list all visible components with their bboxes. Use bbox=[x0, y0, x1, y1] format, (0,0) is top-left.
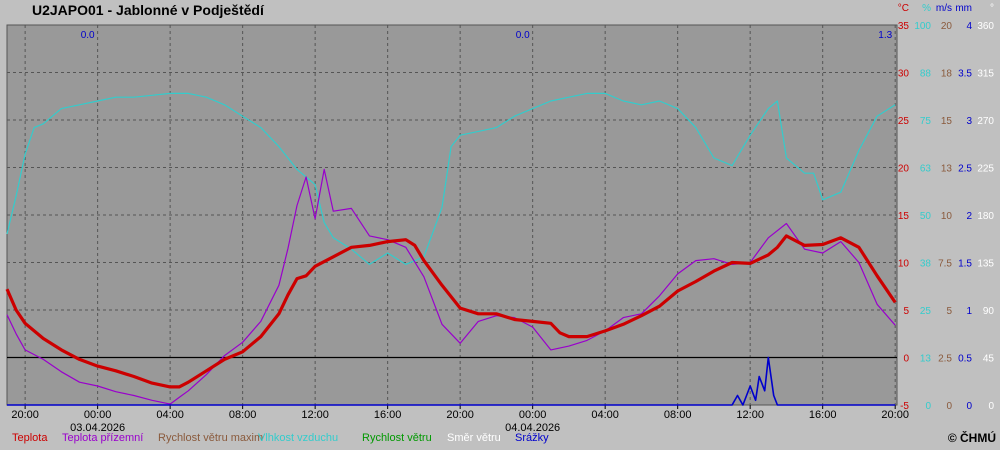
date-label: 03.04.2026 bbox=[70, 422, 125, 432]
y-tick-label: 63 bbox=[920, 164, 932, 175]
y-tick-label: 88 bbox=[920, 69, 932, 80]
y-tick-label: 90 bbox=[983, 306, 995, 317]
x-tick-label: 00:00 bbox=[84, 409, 112, 421]
y-tick-label: 360 bbox=[977, 21, 994, 32]
chmu-logo: © ČHMÚ bbox=[947, 431, 996, 445]
legend-item-srazky: Srážky bbox=[515, 432, 549, 444]
y-tick-label: 25 bbox=[920, 306, 932, 317]
legend-item-vlhkost: Vlhkost vzduchu bbox=[258, 432, 339, 444]
y-tick-label: 10 bbox=[898, 259, 910, 270]
y-tick-label: -5 bbox=[900, 401, 909, 412]
y-tick-label: 30 bbox=[898, 69, 910, 80]
meteo-chart: 20:00 00:00 04:00 08:00 12:00 16:00 20:00 00:00… bbox=[5, 3, 995, 434]
x-tick-label: 04:00 bbox=[591, 409, 619, 421]
legend-item-rychlost-vetru: Rychlost větru bbox=[362, 432, 432, 444]
y-tick-label: 13 bbox=[941, 164, 953, 175]
y-tick-label: 225 bbox=[977, 164, 994, 175]
legend: Teplota Teplota přízemní Rychlost větru … bbox=[0, 432, 1000, 450]
y-tick-label: 15 bbox=[941, 116, 953, 127]
y-tick-label: 25 bbox=[898, 116, 910, 127]
y-tick-label: 0 bbox=[946, 401, 952, 412]
y-tick-label: 38 bbox=[920, 259, 932, 270]
y-tick-label: 1 bbox=[966, 306, 972, 317]
series-line-teplota-p-zemn- bbox=[6, 168, 896, 405]
x-tick-label: 08:00 bbox=[229, 409, 257, 421]
y-tick-label: 1.5 bbox=[958, 259, 972, 270]
y-tick-label: 0 bbox=[966, 401, 972, 412]
chart-area: 20:00 00:00 04:00 08:00 12:00 16:00 20:00 00:00… bbox=[5, 3, 995, 434]
y-tick-label: 45 bbox=[983, 354, 995, 365]
series-line-vlhkost-vzduchu bbox=[6, 92, 896, 265]
station-title: U2JAPO01 - Jablonné v Podještědí bbox=[32, 2, 264, 18]
legend-item-smer-vetru: Směr větru bbox=[447, 432, 501, 444]
precip-total-label: 0.0 bbox=[516, 30, 530, 41]
x-tick-label: 16:00 bbox=[374, 409, 402, 421]
y-tick-label: 135 bbox=[977, 259, 994, 270]
y-tick-label: 2.5 bbox=[938, 354, 952, 365]
y-tick-label: 0 bbox=[903, 354, 909, 365]
y-tick-label: 180 bbox=[977, 211, 994, 222]
y-tick-label: 3 bbox=[966, 116, 972, 127]
y-tick-label: 2 bbox=[966, 211, 972, 222]
y-tick-label: 270 bbox=[977, 116, 994, 127]
axis-unit-label: % bbox=[922, 3, 931, 14]
x-tick-label: 20:00 bbox=[11, 409, 39, 421]
y-tick-label: 100 bbox=[914, 21, 931, 32]
y-tick-label: 7.5 bbox=[938, 259, 952, 270]
x-tick-label: 12:00 bbox=[736, 409, 764, 421]
legend-item-teplota: Teplota bbox=[12, 432, 48, 444]
axis-unit-label: mm bbox=[955, 3, 972, 14]
y-tick-label: 4 bbox=[966, 21, 972, 32]
y-tick-label: 18 bbox=[941, 69, 953, 80]
x-tick-label: 08:00 bbox=[664, 409, 692, 421]
x-tick-label: 20:00 bbox=[446, 409, 474, 421]
series-line-sr-ky bbox=[7, 356, 896, 406]
y-tick-label: 5 bbox=[903, 306, 909, 317]
precip-total-label: 1.3 bbox=[878, 30, 892, 41]
y-tick-label: 20 bbox=[941, 21, 953, 32]
y-tick-label: 0 bbox=[925, 401, 931, 412]
x-tick-label: 00:00 bbox=[519, 409, 547, 421]
x-tick-label: 20:00 bbox=[881, 409, 909, 421]
y-tick-label: 75 bbox=[920, 116, 932, 127]
x-tick-label: 04:00 bbox=[156, 409, 184, 421]
date-label: 04.04.2026 bbox=[505, 422, 560, 432]
y-tick-label: 5 bbox=[946, 306, 952, 317]
y-tick-label: 0.5 bbox=[958, 354, 972, 365]
axis-unit-label: °C bbox=[898, 3, 909, 14]
y-tick-label: 0 bbox=[988, 401, 994, 412]
y-tick-label: 3.5 bbox=[958, 69, 972, 80]
y-tick-label: 2.5 bbox=[958, 164, 972, 175]
y-tick-label: 20 bbox=[898, 164, 910, 175]
y-tick-label: 15 bbox=[898, 211, 910, 222]
y-tick-label: 35 bbox=[898, 21, 910, 32]
y-tick-label: 315 bbox=[977, 69, 994, 80]
axis-unit-label: m/s bbox=[936, 3, 952, 14]
y-tick-label: 10 bbox=[941, 211, 953, 222]
x-tick-label: 12:00 bbox=[301, 409, 329, 421]
precip-total-label: 0.0 bbox=[81, 30, 95, 41]
legend-item-rychlost-vetru-maxim: Rychlost větru maxim bbox=[158, 432, 264, 444]
axis-unit-label: ° bbox=[990, 3, 994, 14]
legend-item-teplota-prizemni: Teplota přízemní bbox=[62, 432, 144, 444]
y-tick-label: 13 bbox=[920, 354, 932, 365]
series-line-teplota bbox=[5, 234, 897, 389]
x-tick-label: 16:00 bbox=[809, 409, 837, 421]
y-tick-label: 50 bbox=[920, 211, 932, 222]
